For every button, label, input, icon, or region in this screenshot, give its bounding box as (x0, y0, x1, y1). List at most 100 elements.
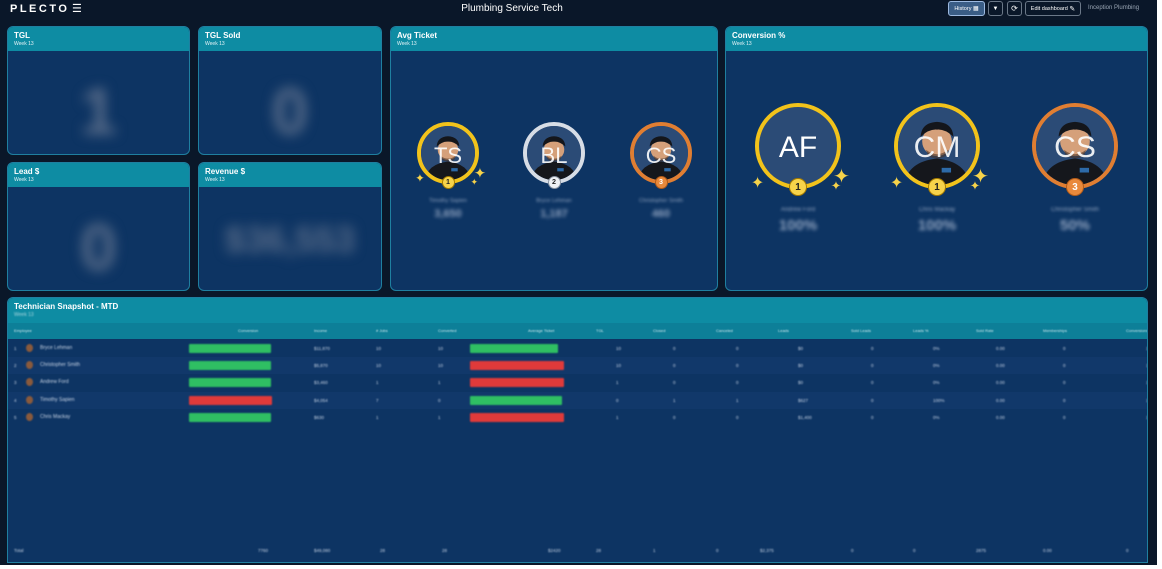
technician-snapshot-widget[interactable]: Technician Snapshot - MTD Week 13 Employ… (7, 297, 1148, 563)
table-row[interactable]: 1 Bryce Lehman $11,870 10 10 10 0 0 $0 0 0% 0.00 0 1 (8, 340, 1147, 357)
table-cell: 1 (376, 414, 379, 420)
table-cell: 0 (736, 346, 739, 351)
leaderboard-entry[interactable]: AF 1 ✦ ✦ ✦ Andrew Ford 100% (735, 103, 861, 269)
column-header[interactable]: Leads (778, 328, 789, 333)
table-cell: 0.00 (996, 414, 1005, 420)
table-cell: $627 (798, 397, 809, 403)
table-cell: 0% (933, 363, 940, 369)
leaderboard-entry[interactable]: CS 3 Christopher Smith 460 (610, 122, 712, 264)
table-cell: 1 (438, 414, 441, 420)
row-index: 5 (14, 414, 17, 420)
conversion-widget[interactable]: Conversion % Week 13 AF 1 ✦ ✦ ✦ Andrew Ford 10… (725, 26, 1148, 291)
widget-header: TGL Week 13 (8, 27, 189, 51)
table-cell: 100% (933, 397, 945, 403)
column-header[interactable]: Income (314, 328, 328, 333)
column-header[interactable]: Canceled (716, 328, 733, 333)
rank-badge: 1 (928, 178, 946, 196)
plecto-logo[interactable]: PLECTO (10, 3, 70, 15)
average-ticket-bar (470, 344, 559, 353)
row-index: 1 (14, 346, 17, 351)
leaderboard-entry[interactable]: CS 3 Christopher Smith 50% (1012, 103, 1138, 269)
widget-title: Technician Snapshot - MTD (14, 302, 119, 311)
sparkle-icon: ✦ (889, 173, 904, 192)
column-header[interactable]: Conversion (238, 328, 259, 333)
table-cell: 10 (438, 363, 444, 369)
table-cell: $0 (798, 346, 804, 351)
column-header[interactable]: Sold Leads (851, 328, 872, 333)
edit-dashboard-button[interactable]: Edit dashboard ✎ (1025, 1, 1081, 16)
table-row[interactable]: 3 Andrew Ford $3,460 1 1 1 0 0 $0 0 0% 0.00 0 1 (8, 374, 1147, 391)
footer-cell: 28 (442, 548, 448, 553)
table-cell: 0 (1063, 346, 1066, 351)
column-header[interactable]: Converted (438, 328, 457, 333)
column-header[interactable]: Closed (653, 328, 666, 333)
sparkle-icon: ✦ (415, 172, 425, 186)
column-header[interactable]: Employee (14, 328, 32, 333)
table-cell: 0 (1063, 380, 1066, 386)
column-header[interactable]: Conversions (1126, 328, 1148, 333)
rank-badge: 3 (1066, 178, 1084, 196)
refresh-icon: ⟳ (1011, 4, 1018, 13)
column-header[interactable]: Sold Rate (976, 328, 994, 333)
conversion-bar (189, 378, 271, 388)
table-row[interactable]: 5 Chris Mackay $630 1 1 1 0 0 $1,400 0 0% 0.00 0 1 (8, 409, 1147, 426)
table-cell: $4,054 (314, 397, 328, 403)
table-cell: 1 (1146, 415, 1147, 420)
conversion-bar (189, 412, 271, 422)
table-cell: $0 (798, 363, 804, 369)
sparkle-icon: ✦ (830, 179, 842, 194)
revenue-widget[interactable]: Revenue $ Week 13 $36,553 (198, 162, 382, 291)
history-button[interactable]: History ▦ (948, 1, 985, 16)
technician-name: Christopher Smith (638, 198, 684, 204)
rank-badge: 3 (654, 175, 668, 189)
leaderboard-entry[interactable]: BL 2 Bryce Lehman 1,187 (503, 122, 605, 264)
table-cell: 0% (933, 346, 940, 351)
metric-value: 3,650 (434, 207, 462, 220)
menu-icon[interactable]: ☰ (72, 3, 82, 15)
row-index: 4 (14, 397, 17, 403)
footer-cell: 28 (596, 548, 602, 553)
table-cell: $0 (798, 380, 804, 386)
table-cell: 0 (673, 363, 676, 369)
organization-name[interactable]: Inception Plumbing (1088, 5, 1140, 11)
footer-cell: $49,080 (314, 548, 331, 553)
column-header[interactable]: TGL (596, 328, 604, 333)
tgl-sold-widget[interactable]: TGL Sold Week 13 0 (198, 26, 382, 155)
rank-badge: 1 (789, 178, 807, 196)
metric-value: 100% (917, 217, 957, 234)
avatar: CM (894, 103, 980, 189)
edit-dashboard-label: Edit dashboard (1030, 5, 1068, 12)
history-label: History (954, 5, 972, 12)
table-cell: 0 (871, 414, 874, 420)
column-header[interactable]: Leads % (913, 328, 929, 333)
table-row[interactable]: 2 Christopher Smith $5,870 10 10 10 0 0 $0 0 0% 0.0… (8, 357, 1147, 375)
avg-ticket-widget[interactable]: Avg Ticket Week 13 TS 1 ✦ ✦ ✦ Timothy Sapien 3… (390, 26, 718, 291)
tgl-widget[interactable]: TGL Week 13 1 (7, 26, 190, 155)
leaderboard-entry[interactable]: CM 1 ✦ ✦ ✦ Chris Mackay 100% (874, 103, 1000, 269)
table-cell: 0% (933, 414, 940, 420)
avatar-initials: CM (913, 131, 961, 165)
average-ticket-bar (470, 378, 565, 388)
filter-button[interactable]: ▼ (988, 1, 1003, 16)
table-cell: 10 (438, 346, 444, 351)
widget-header: Revenue $ Week 13 (199, 163, 381, 187)
column-header[interactable]: Average Ticket (528, 328, 555, 333)
avatar (26, 378, 33, 387)
technician-name: Timothy Sapien (428, 198, 467, 204)
table-cell: 10 (376, 363, 382, 369)
average-ticket-bar (470, 361, 565, 371)
footer-cell: 0 (913, 548, 916, 553)
table-row[interactable]: 4 Timothy Sapien $4,054 7 0 0 1 1 $627 0 100% 0.00 0… (8, 391, 1147, 409)
widget-value: 1 (80, 74, 117, 148)
rank-badge: 1 (441, 175, 455, 189)
column-header[interactable]: Memberships (1043, 328, 1068, 333)
refresh-button[interactable]: ⟳ (1007, 1, 1022, 16)
column-header[interactable]: # Jobs (376, 328, 388, 333)
leaderboard-entry[interactable]: TS 1 ✦ ✦ ✦ Timothy Sapien 3,650 (397, 122, 499, 264)
table-header: Employee Conversion Income # Jobs Converted A… (8, 323, 1148, 339)
table-cell: 1 (438, 380, 441, 386)
technician-name: Bryce Lehman (536, 198, 572, 204)
technician-name: Timothy Sapien (40, 396, 75, 403)
avatar: CS (1032, 103, 1118, 189)
lead-widget[interactable]: Lead $ Week 13 0 (7, 162, 190, 291)
